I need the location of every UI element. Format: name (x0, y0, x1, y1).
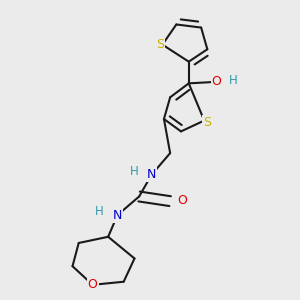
Text: O: O (88, 278, 98, 291)
Text: N: N (113, 208, 122, 222)
Text: S: S (203, 116, 211, 129)
Text: N: N (147, 168, 156, 181)
Text: H: H (130, 165, 139, 178)
Text: O: O (212, 75, 222, 88)
Text: H: H (228, 74, 237, 87)
Text: S: S (156, 38, 164, 51)
Text: H: H (94, 206, 103, 218)
Text: O: O (177, 194, 187, 207)
